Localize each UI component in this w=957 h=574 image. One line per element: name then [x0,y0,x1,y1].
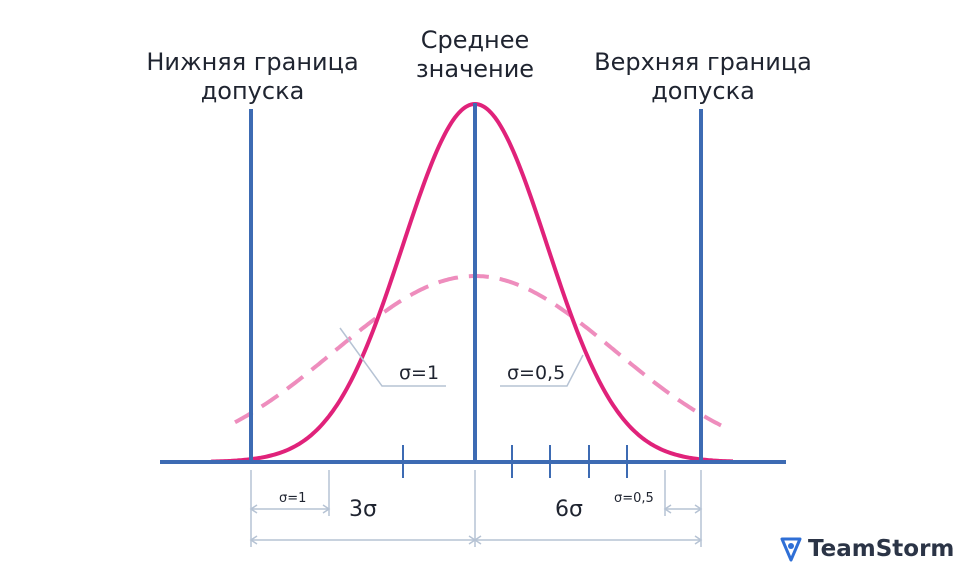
upper-limit-header: Верхняя граница допуска [578,48,828,106]
arrowhead [322,504,331,514]
teamstorm-logo-icon [780,537,802,562]
arrowhead [249,504,258,514]
arrowhead [694,504,703,514]
wide-curve-label: σ=1 [399,362,439,384]
six-sigma-label: 6σ [555,497,583,522]
lower-limit-header-line1: Нижняя граница [146,48,359,76]
brand-name: TeamStorm [808,536,955,562]
mean-header-line2: значение [415,55,535,83]
wide-curve-leader [339,327,446,387]
upper-limit-header-line2: допуска [651,77,755,105]
sigma-05-dimension-label: σ=0,5 [614,491,654,506]
narrow-curve-label: σ=0,5 [507,362,565,384]
narrow-curve-leader [500,354,584,387]
wide-distribution-curve [234,274,722,428]
mean-header-line1: Среднее [420,26,530,54]
lower-limit-header-line2: допуска [200,77,305,105]
arrowhead [473,535,482,545]
lower-limit-header: Нижняя граница допуска [130,48,375,106]
three-sigma-label: 3σ [349,497,377,522]
dimension-lines [249,470,703,547]
axis-ticks [402,445,628,478]
narrow-distribution-curve [210,101,733,464]
sigma-1-dimension-label: σ=1 [279,491,306,506]
arrowhead [663,504,672,514]
arrowhead [249,535,258,545]
mean-header: Среднее значение [385,26,565,84]
upper-limit-header-line1: Верхняя граница [594,48,812,76]
arrowhead [694,535,703,545]
teamstorm-brand: TeamStorm [780,533,954,565]
